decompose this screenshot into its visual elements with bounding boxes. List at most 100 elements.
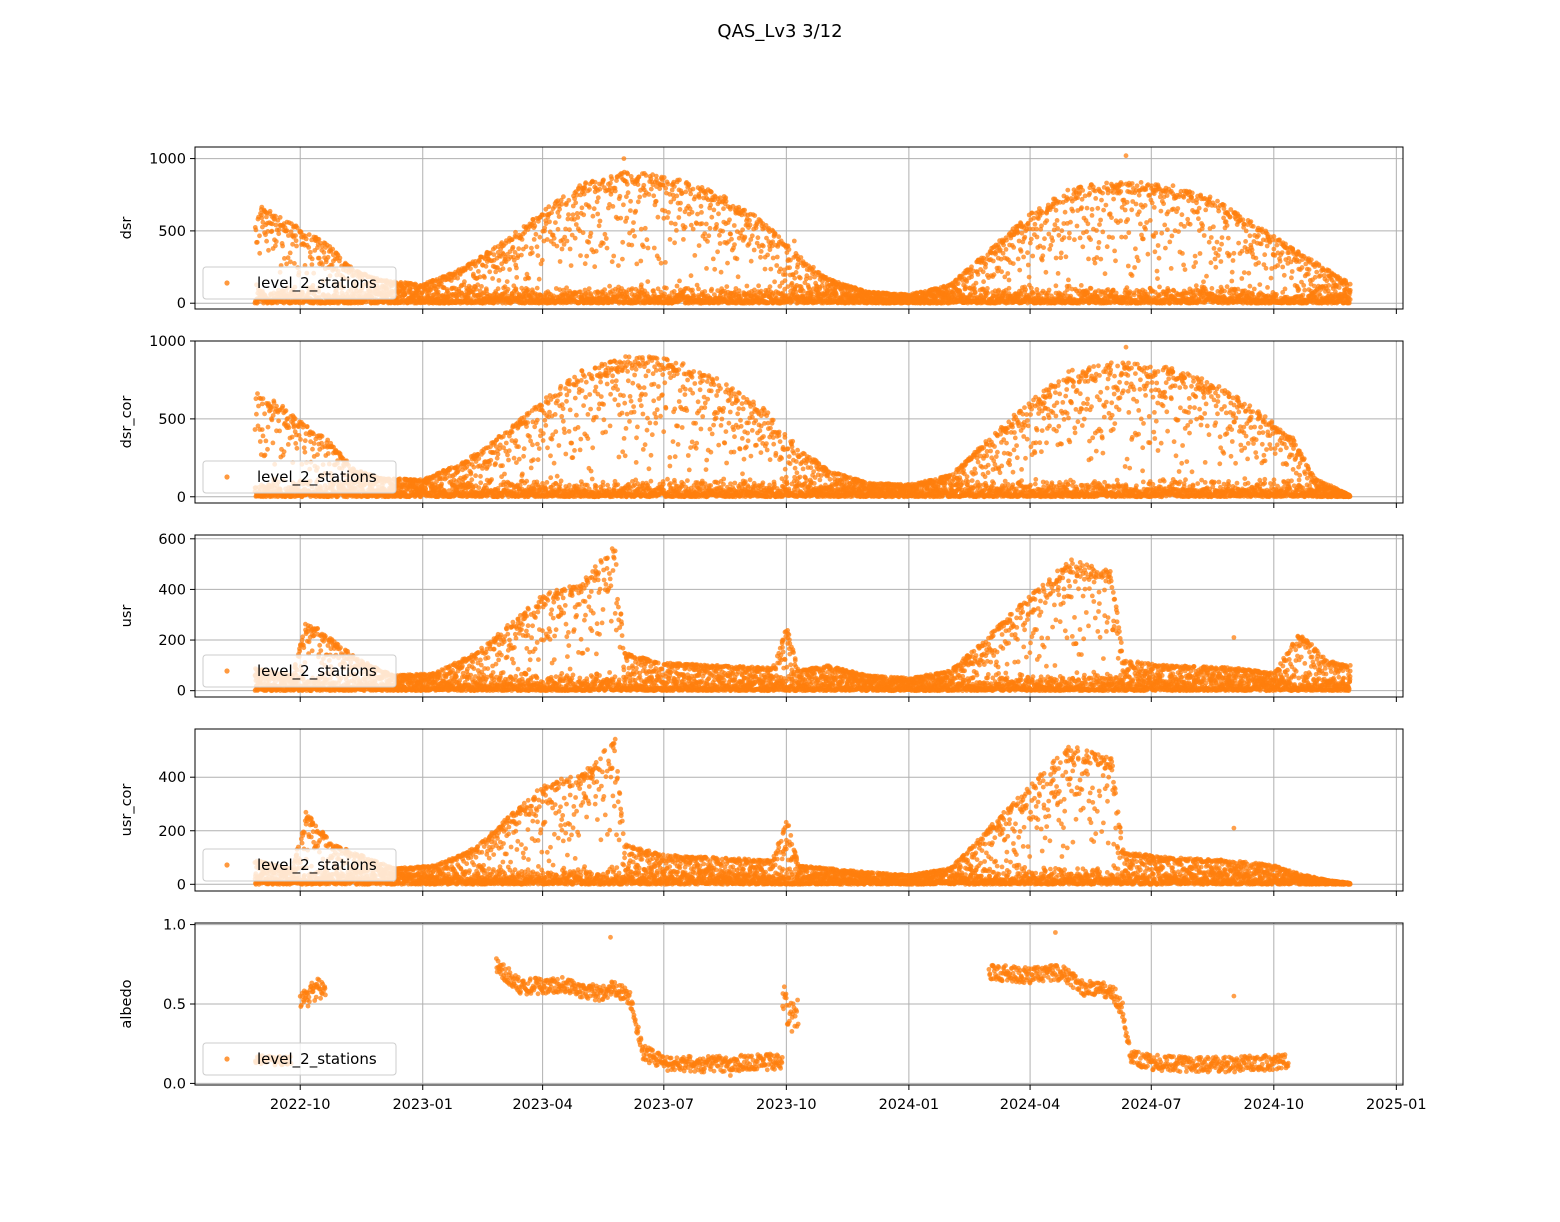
data-point [575, 215, 580, 220]
data-point [696, 287, 701, 292]
data-point [603, 232, 608, 237]
data-point [584, 254, 589, 259]
data-point [750, 233, 755, 238]
data-point [1047, 288, 1052, 293]
data-point [566, 212, 571, 217]
data-point [1193, 260, 1198, 265]
data-point [403, 292, 408, 297]
data-point [1030, 254, 1035, 259]
data-point [768, 267, 773, 272]
data-point [659, 261, 664, 266]
data-point [999, 269, 1004, 274]
data-point [758, 255, 763, 260]
data-point [1118, 218, 1123, 223]
data-point [1035, 235, 1040, 240]
data-point [537, 277, 542, 282]
data-point [1126, 230, 1131, 235]
y-tick-label: 1000 [149, 152, 186, 168]
data-point [677, 178, 682, 183]
data-point [567, 227, 572, 232]
data-point [761, 244, 766, 249]
data-point [705, 239, 710, 244]
data-point [557, 214, 562, 219]
data-point [571, 212, 576, 217]
data-point [1011, 261, 1016, 266]
data-point [1153, 249, 1158, 254]
data-point [681, 237, 686, 242]
data-point [1167, 240, 1172, 245]
data-point [293, 233, 298, 238]
data-point [1148, 218, 1153, 223]
data-point [288, 251, 293, 256]
data-point [1080, 244, 1085, 249]
data-point [1055, 226, 1060, 231]
data-point [1231, 258, 1236, 263]
data-point [558, 259, 563, 264]
data-point [578, 253, 583, 258]
data-point [976, 272, 981, 277]
data-point [1171, 183, 1176, 188]
data-point [611, 254, 616, 259]
data-point [636, 175, 641, 180]
data-point [1123, 235, 1128, 240]
data-point [493, 270, 498, 275]
data-point [1097, 240, 1102, 245]
data-point [1064, 254, 1069, 259]
data-point [1190, 191, 1195, 196]
data-point [704, 192, 709, 197]
data-point [1005, 271, 1010, 276]
data-point [647, 192, 652, 197]
data-point [683, 190, 688, 195]
data-point [1143, 227, 1148, 232]
data-point [688, 192, 693, 197]
data-point [1135, 183, 1140, 188]
data-point [595, 212, 600, 217]
data-point [1078, 236, 1083, 241]
data-point [1100, 191, 1105, 196]
data-point [776, 234, 781, 239]
data-point [1094, 228, 1099, 233]
data-point [639, 282, 644, 287]
data-point [974, 281, 979, 286]
data-point [317, 256, 322, 261]
data-point [476, 269, 481, 274]
data-point [594, 249, 599, 254]
data-point [555, 244, 560, 249]
data-point [1101, 208, 1106, 213]
data-point [643, 226, 648, 231]
data-point [1229, 279, 1234, 284]
data-point [634, 262, 639, 267]
data-point [699, 210, 704, 215]
data-point [790, 281, 795, 286]
data-point [1113, 258, 1118, 263]
data-point [740, 227, 745, 232]
data-point [639, 227, 644, 232]
data-point [1129, 207, 1134, 212]
data-point [985, 291, 990, 296]
data-point [1016, 257, 1021, 262]
data-point [604, 236, 609, 241]
data-point [1216, 253, 1221, 258]
data-point [1130, 181, 1135, 186]
data-point [773, 231, 778, 236]
data-point [774, 263, 779, 268]
data-point [602, 287, 607, 292]
data-point [735, 256, 740, 261]
data-point [1141, 237, 1146, 242]
data-point [1029, 286, 1034, 291]
data-point [645, 279, 650, 284]
data-point [756, 235, 761, 240]
data-point [595, 199, 600, 204]
data-point [708, 203, 713, 208]
data-point [742, 208, 747, 213]
data-point [1125, 285, 1130, 290]
data-point [1059, 228, 1064, 233]
data-point [1222, 289, 1227, 294]
data-point [1100, 230, 1105, 235]
data-point [1215, 240, 1220, 245]
data-point [638, 259, 643, 264]
y-tick-label: 0 [177, 296, 186, 312]
data-point [1055, 218, 1060, 223]
data-point [663, 186, 668, 191]
data-point [637, 195, 642, 200]
